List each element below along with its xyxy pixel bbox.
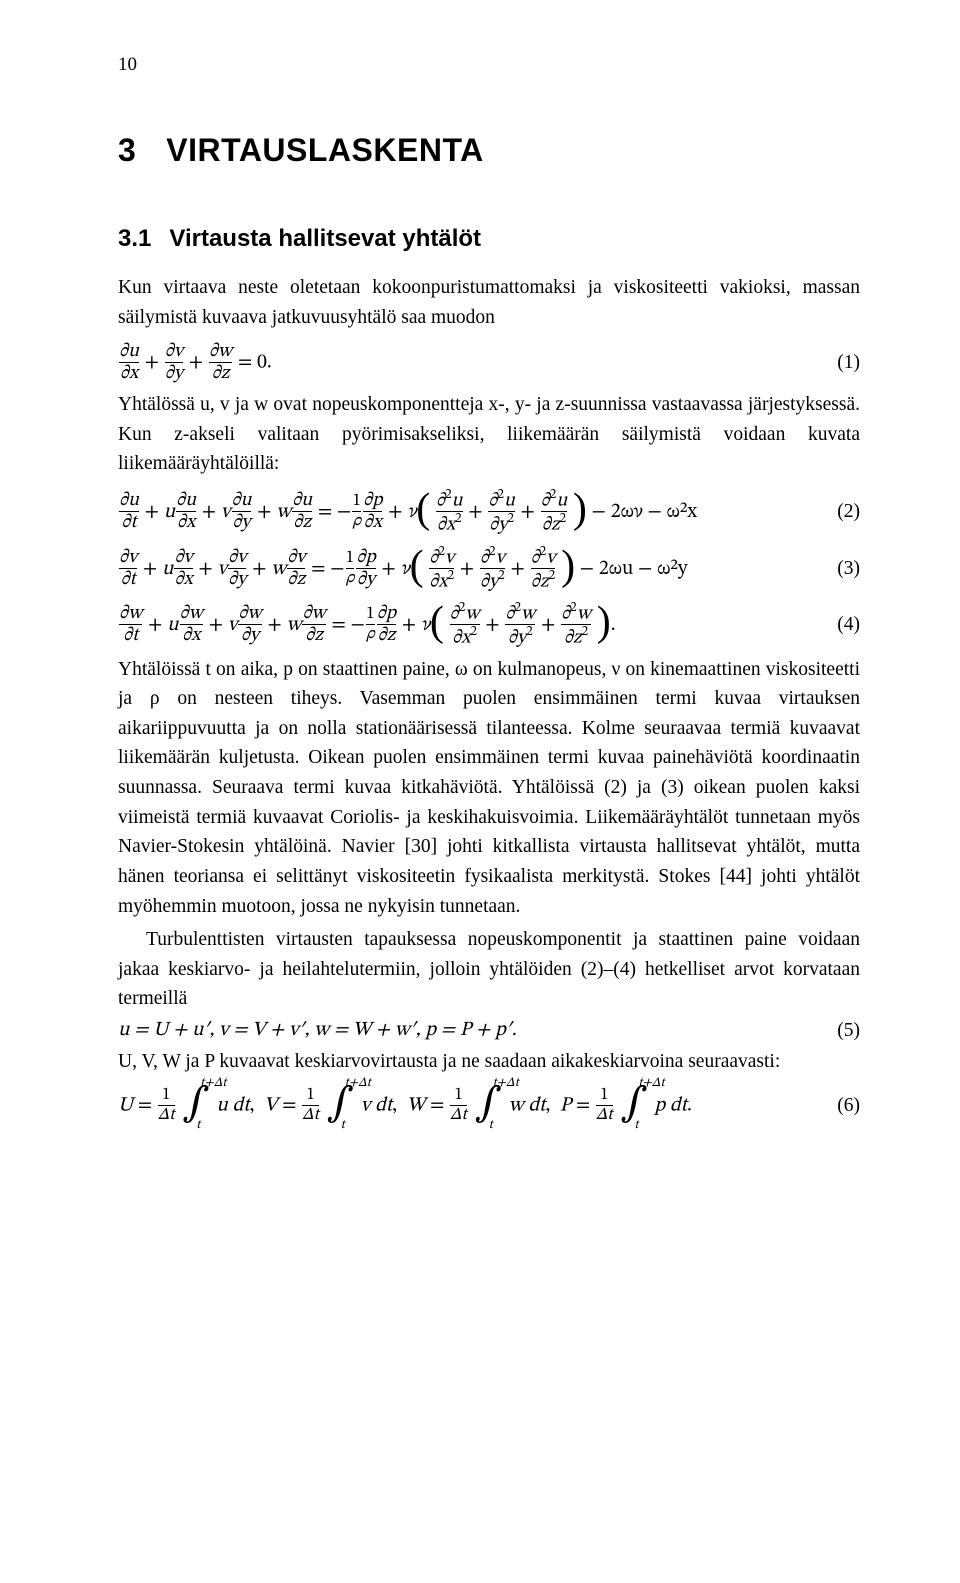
equation-5: u = U + u′, v = V + v′, w = W + w′, p = …: [118, 1018, 860, 1043]
page-number: 10: [118, 54, 137, 76]
section-number: 3.1: [118, 225, 151, 252]
section-heading: 3.1 Virtausta hallitsevat yhtälöt: [118, 225, 860, 253]
paragraph-3: Yhtälöissä t on aika, p on staattinen pa…: [118, 655, 860, 922]
equation-2-body: ∂u∂t + u∂u∂x + v∂u∂y + w∂u∂z = −1ρ∂p∂x +…: [118, 489, 697, 536]
equation-3-body: ∂v∂t + u∂v∂x + v∂v∂y + w∂v∂z = −1ρ∂p∂y +…: [118, 546, 688, 593]
equation-6-number: (6): [825, 1095, 860, 1117]
equation-1-body: ∂u∂x + ∂v∂y + ∂w∂z = 0.: [118, 342, 272, 384]
equation-3-number: (3): [825, 558, 860, 580]
equation-2-number: (2): [825, 501, 860, 523]
equation-3: ∂v∂t + u∂v∂x + v∂v∂y + w∂v∂z = −1ρ∂p∂y +…: [118, 546, 860, 593]
paragraph-4: Turbulenttisten virtausten tapauksessa n…: [118, 925, 860, 1014]
equation-6-body: U = 1Δt t+Δt∫t u dt, V = 1Δt t+Δt∫t v dt…: [118, 1087, 692, 1125]
eq2-trailer: − 2ων − ω²x: [587, 502, 697, 522]
equation-4-body: ∂w∂t + u∂w∂x + v∂w∂y + w∂w∂z = −1ρ∂p∂z +…: [118, 602, 616, 649]
equation-6: U = 1Δt t+Δt∫t u dt, V = 1Δt t+Δt∫t v dt…: [118, 1087, 860, 1125]
equation-4: ∂w∂t + u∂w∂x + v∂w∂y + w∂w∂z = −1ρ∂p∂z +…: [118, 602, 860, 649]
equation-1-number: (1): [825, 352, 860, 374]
paragraph-1: Kun virtaava neste oletetaan kokoonpuris…: [118, 273, 860, 332]
equation-5-number: (5): [825, 1020, 860, 1042]
chapter-number: 3: [118, 132, 136, 168]
chapter-title: VIRTAUSLASKENTA: [166, 132, 483, 168]
page: 10 3 VIRTAUSLASKENTA 3.1 Virtausta hallits…: [0, 0, 960, 1583]
section-title: Virtausta hallitsevat yhtälöt: [169, 225, 481, 252]
paragraph-5: U, V, W ja P kuvaavat keskiarvovirtausta…: [118, 1047, 860, 1077]
equation-1: ∂u∂x + ∂v∂y + ∂w∂z = 0. (1): [118, 342, 860, 384]
equation-4-number: (4): [825, 614, 860, 636]
paragraph-2: Yhtälössä u, v ja w ovat nopeuskomponent…: [118, 390, 860, 479]
equation-5-body: u = U + u′, v = V + v′, w = W + w′, p = …: [118, 1018, 517, 1043]
equation-2: ∂u∂t + u∂u∂x + v∂u∂y + w∂u∂z = −1ρ∂p∂x +…: [118, 489, 860, 536]
eq3-trailer: − 2ωu − ω²y: [575, 559, 687, 579]
chapter-heading: 3 VIRTAUSLASKENTA: [118, 132, 860, 169]
eq4-trailer: .: [611, 615, 616, 635]
